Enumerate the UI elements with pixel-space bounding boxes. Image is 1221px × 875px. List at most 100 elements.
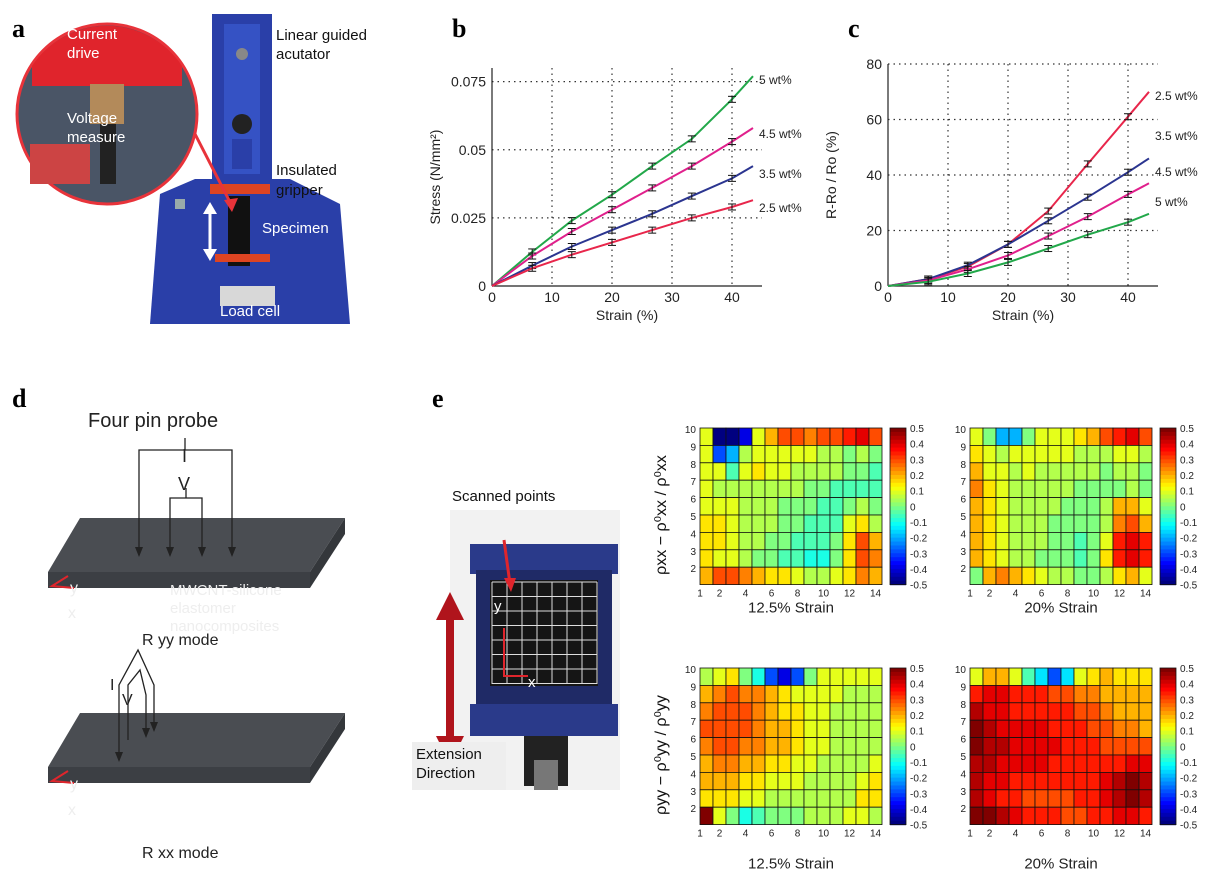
heatmap-cell [699, 549, 714, 568]
heatmap-cell [969, 684, 984, 704]
heatmap-cell [1021, 549, 1036, 568]
heatmap-cell [1099, 566, 1114, 585]
heatmap-cell [982, 719, 997, 739]
heatmap-cell [699, 737, 714, 756]
heatmap-cell [1047, 479, 1062, 499]
colorbar-segment [890, 683, 906, 689]
heatmap-x-label: 12.5% Strain [748, 600, 834, 617]
colorbar-segment [1160, 518, 1176, 523]
resistance-strain-chart: 0 10 20 30 40 0 20 40 60 80 Strain (%) R-Ro / Ro (%… [823, 56, 1198, 323]
colorbar-segment [1160, 541, 1176, 547]
heatmap-col-tick: 10 [818, 829, 830, 840]
colorbar-segment [1160, 758, 1176, 763]
heatmap-cell [842, 497, 857, 516]
colorbar-segment [1160, 447, 1176, 453]
heatmap-cell [725, 444, 740, 464]
heatmap-cell [842, 532, 857, 551]
colorbar-segment [890, 781, 906, 787]
colorbar-segment [1160, 459, 1176, 464]
heatmap-col-tick: 8 [795, 829, 801, 840]
heatmap-cell [1112, 806, 1127, 825]
heatmap-cell [790, 719, 805, 739]
colorbar-segment [1160, 808, 1176, 814]
colorbar-segment [1160, 443, 1176, 449]
heatmap-cell [982, 806, 997, 825]
heatmap-cell [1047, 549, 1062, 568]
heatmap-cell [842, 444, 857, 464]
heatmap-cell [738, 479, 753, 499]
heatmap-cell [1034, 462, 1049, 481]
colorbar-tick: 0.4 [910, 440, 924, 451]
colorbar-segment [1160, 679, 1176, 685]
heatmap-cell [777, 532, 792, 551]
colorbar-tick: -0.2 [910, 774, 928, 785]
heatmap-cell [725, 549, 740, 568]
heatmap-cell [1008, 427, 1023, 446]
heatmap-cell [1047, 462, 1062, 481]
colorbar-tick: 0.1 [910, 487, 924, 498]
heatmap-cell [738, 754, 753, 773]
heatmap-cell [790, 806, 805, 825]
colorbar-segment [890, 699, 906, 704]
x-tick-label: 0 [884, 289, 892, 305]
heatmap-cell [1125, 532, 1140, 551]
colorbar-tick: 0.1 [910, 727, 924, 738]
scanned-points-label: Scanned points [452, 488, 556, 505]
heatmap-cell [1047, 754, 1062, 773]
series-label: 4.5 wt% [759, 127, 802, 141]
heatmap-cell [1099, 772, 1114, 791]
colorbar-segment [1160, 675, 1176, 681]
heatmap-cell [1125, 427, 1140, 446]
x-tick-label: 10 [544, 289, 560, 305]
heatmap-cell [982, 754, 997, 773]
heatmap-cell [777, 566, 792, 585]
sample-photo: Scanned points y x Extension Direction [412, 480, 632, 790]
heatmap-cell [1008, 497, 1023, 516]
heatmap-cell [1073, 497, 1088, 516]
heatmap-row-tick: 5 [690, 752, 696, 763]
heatmap-col-tick: 12 [844, 589, 856, 600]
heatmap-cell [764, 462, 779, 481]
heatmap-row-tick: 9 [960, 442, 966, 453]
colorbar-segment [890, 691, 906, 697]
heatmap-cell [855, 479, 870, 499]
heatmap-cell [1086, 754, 1101, 773]
heatmap-cell [1099, 462, 1114, 481]
heatmap-cell [738, 772, 753, 791]
heatmap-row-tick: 6 [960, 735, 966, 746]
heatmap-cell [1125, 667, 1140, 686]
heatmap-cell [1125, 737, 1140, 756]
heatmap-cell [855, 566, 870, 585]
heatmap-cell [969, 532, 984, 551]
heatmap-cell [1125, 684, 1140, 704]
colorbar-segment [890, 722, 906, 728]
heatmap-cell [1021, 479, 1036, 499]
heatmap-cell [699, 789, 714, 808]
colorbar-segment [1160, 533, 1176, 539]
colorbar-tick: -0.4 [910, 565, 928, 576]
colorbar-segment [1160, 714, 1176, 720]
heatmap-cell [1125, 806, 1140, 825]
heatmap-cell [1112, 514, 1127, 533]
heatmap-cell [764, 497, 779, 516]
colorbar-tick: -0.4 [1180, 565, 1198, 576]
heatmap-cell [855, 444, 870, 464]
heatmap-cell [969, 514, 984, 533]
heatmap-cell [699, 772, 714, 791]
heatmap-cell [829, 737, 844, 756]
svg-text:ρyy − ρ⁰yy / ρ⁰yy: ρyy − ρ⁰yy / ρ⁰yy [653, 695, 670, 815]
colorbar-segment [1160, 510, 1176, 515]
colorbar-segment [890, 431, 906, 437]
heatmap-cell [1138, 806, 1153, 825]
heatmap-cell [712, 462, 727, 481]
sample-y-label: y [494, 598, 502, 615]
colorbar-segment [1160, 777, 1176, 783]
heatmap-cell [725, 532, 740, 551]
heatmap-col-tick: 6 [1039, 829, 1045, 840]
heatmap-cell [1112, 772, 1127, 791]
heatmap-cell [790, 566, 805, 585]
heatmap-col-tick: 6 [769, 589, 775, 600]
heatmap-cell [738, 806, 753, 825]
